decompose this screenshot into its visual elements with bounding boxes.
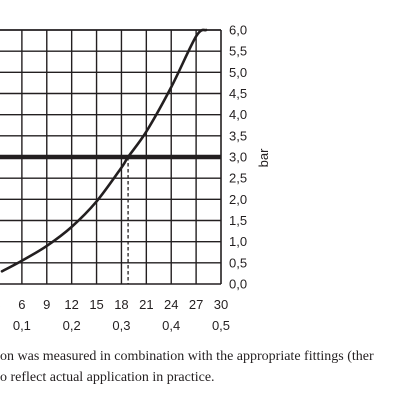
series-line <box>0 28 208 273</box>
y-tick-label: 1,5 <box>229 213 247 228</box>
y-tick-label: 0,5 <box>229 255 247 270</box>
x-tick-label: 12 <box>64 297 78 312</box>
y-tick-labels: 0,0 0,5 1,0 1,5 2,0 2,5 3,0 3,5 4,0 4,5 5,0 5,5 6,0 <box>229 23 247 292</box>
x-secondary-tick-label: 0,3 <box>112 318 130 333</box>
y-tick-label: 0,0 <box>229 277 247 292</box>
x-tick-label: 6 <box>18 297 25 312</box>
x-secondary-tick-label: 0,4 <box>162 318 180 333</box>
x-secondary-tick-label: 0,1 <box>13 318 31 333</box>
x-tick-label: 9 <box>43 297 50 312</box>
x-tick-label: 27 <box>189 297 203 312</box>
y-tick-label: 3,0 <box>229 150 247 165</box>
series-group <box>0 28 208 273</box>
x-secondary-tick-label: 0,2 <box>63 318 81 333</box>
y-tick-label: 5,5 <box>229 44 247 59</box>
y-tick-label: 6,0 <box>229 23 247 38</box>
footnote-line-2: o reflect actual application in practice… <box>0 370 215 385</box>
x-tick-label: 21 <box>139 297 153 312</box>
x-tick-label: 24 <box>164 297 178 312</box>
y-tick-label: 4,0 <box>229 107 247 122</box>
x-tick-label: 15 <box>89 297 103 312</box>
x-tick-label: 18 <box>114 297 128 312</box>
reference-line-group <box>0 154 221 284</box>
x-tick-labels: 3 6 9 12 15 18 21 24 27 30 0,1 0,2 0,3 0,4 0,5 <box>0 297 230 333</box>
x-tick-label: 30 <box>214 297 228 312</box>
y-tick-label: 3,5 <box>229 128 247 143</box>
y-axis-label: bar <box>256 148 271 167</box>
y-tick-label: 2,0 <box>229 192 247 207</box>
y-tick-label: 4,5 <box>229 86 247 101</box>
x-tick-label: 3 <box>0 297 1 312</box>
x-secondary-tick-label: 0,5 <box>212 318 230 333</box>
y-tick-label: 1,0 <box>229 234 247 249</box>
y-tick-label: 5,0 <box>229 65 247 80</box>
footnote-line-1: on was measured in combination with the … <box>0 349 374 364</box>
y-tick-label: 2,5 <box>229 171 247 186</box>
